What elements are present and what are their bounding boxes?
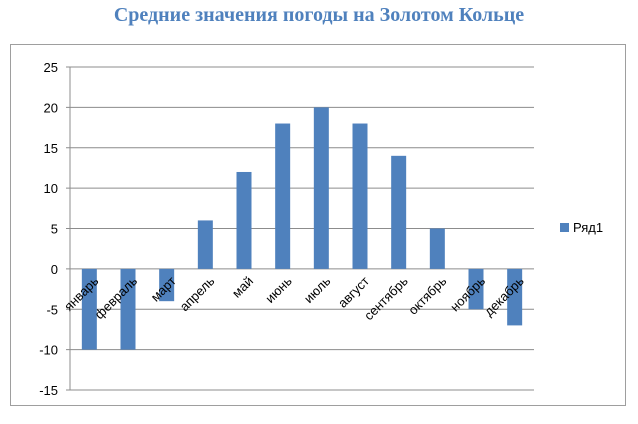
x-tick-label: июнь [262,273,295,306]
chart-title: Средние значения погоды на Золотом Кольц… [113,4,525,26]
chart-frame [10,44,626,406]
bar [120,268,136,350]
bar [468,268,484,310]
y-tick-label: 10 [44,181,58,196]
bar [352,123,368,269]
y-tick-label: 25 [44,60,58,75]
y-axis: 25 20 15 10 5 0 -5 -10 -15 [39,60,71,398]
x-tick-label: май [229,273,256,300]
y-tick-label: -5 [46,302,58,317]
y-tick-label: 20 [44,100,58,115]
bar [391,155,407,269]
legend: Ряд1 [560,220,603,235]
bar [275,123,291,269]
y-tick-label: -10 [39,343,58,358]
legend-swatch [560,223,569,232]
y-tick-label: 0 [51,262,58,277]
x-tick-label: июль [301,273,334,306]
y-tick-label: -15 [39,383,58,398]
bar [313,107,329,269]
y-tick-label: 15 [44,141,58,156]
bar [236,171,252,269]
bar [81,268,97,350]
y-tick-label: 5 [51,222,58,237]
bar [507,268,523,326]
x-tick-label: август [335,273,372,310]
x-tick-label: апрель [177,273,218,314]
bars [81,107,523,350]
bar [197,220,213,269]
bar [429,228,445,269]
gridlines [66,66,534,391]
legend-label: Ряд1 [573,220,603,235]
x-tick-label: октябрь [405,273,449,317]
bar [159,268,175,302]
